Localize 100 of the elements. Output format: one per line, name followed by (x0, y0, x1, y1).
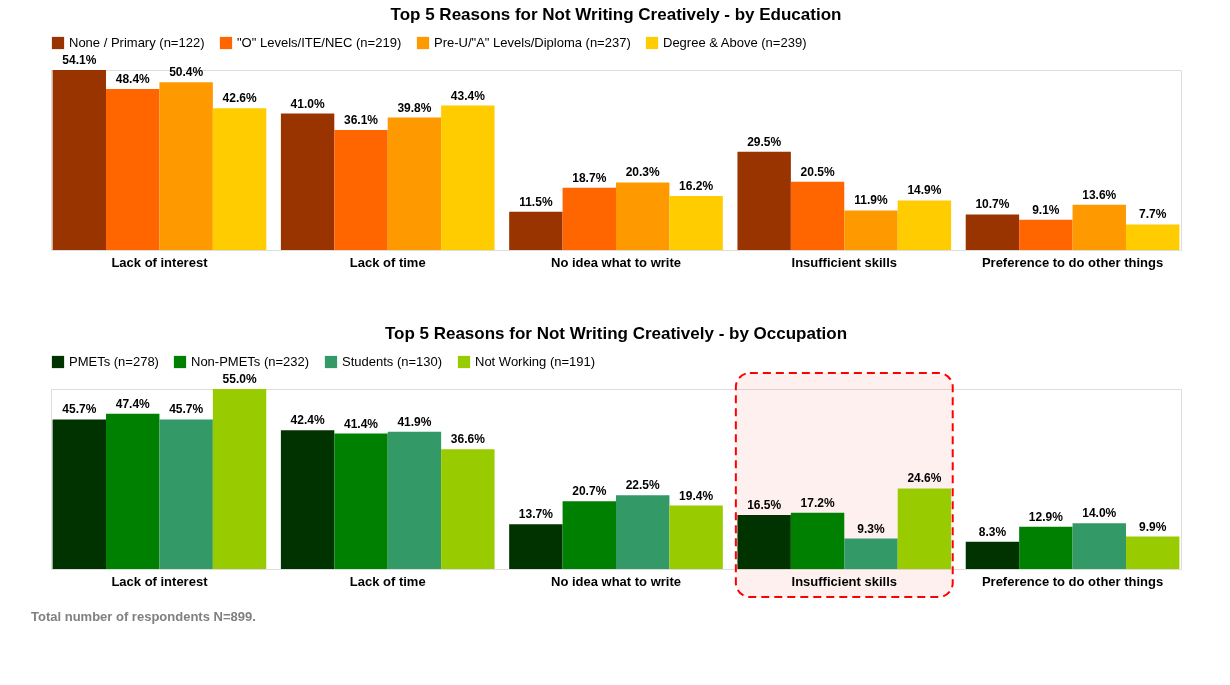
bar (441, 449, 495, 569)
bar (897, 488, 952, 569)
x-tick-label: Preference to do other things (981, 254, 1164, 270)
bar (52, 419, 107, 569)
x-tick-label: Lack of interest (111, 254, 209, 270)
bar (441, 105, 495, 250)
data-label: 24.6% (907, 471, 942, 486)
bar (965, 541, 1020, 569)
data-label: 39.8% (397, 100, 432, 115)
bar (790, 181, 845, 250)
bar (106, 88, 160, 250)
x-tick-label: Insufficient skills (791, 254, 898, 270)
data-label: 18.7% (572, 170, 607, 185)
data-label: 13.7% (518, 507, 554, 522)
bar (334, 433, 388, 569)
bar (509, 211, 563, 250)
bar (159, 419, 213, 569)
data-label: 36.1% (343, 112, 379, 127)
x-tick-label: No idea what to write (550, 573, 682, 589)
data-label: 16.2% (679, 179, 714, 194)
data-label: 11.9% (854, 193, 888, 208)
bar (212, 108, 267, 250)
bar (669, 505, 723, 569)
bar (387, 117, 442, 250)
bar (334, 129, 388, 250)
bar (669, 196, 723, 250)
chart-title: Top 5 Reasons for Not Writing Creatively - by Education (390, 5, 842, 24)
bar (616, 495, 670, 569)
legend-label: PMETs (n=278) (69, 354, 159, 369)
data-label: 41.0% (290, 96, 325, 111)
bar (106, 413, 160, 569)
bar (737, 151, 791, 250)
data-label: 9.3% (857, 521, 885, 536)
legend-label: Not Working (n=191) (475, 354, 596, 369)
legend-label: Pre-U/"A" Levels/Diploma (n=237) (434, 35, 631, 50)
data-label: 54.1% (62, 53, 97, 67)
data-label: 13.6% (1082, 187, 1117, 202)
bar (159, 82, 213, 250)
bar (897, 200, 952, 250)
legend-label: Degree & Above (n=239) (663, 35, 807, 50)
data-label: 20.7% (572, 484, 607, 499)
bar (790, 512, 845, 569)
legend-label: Non-PMETs (n=232) (191, 354, 310, 369)
x-tick-label: Insufficient skills (791, 573, 898, 589)
bar (1019, 219, 1073, 250)
data-label: 7.7% (1139, 207, 1167, 222)
data-label: 14.9% (907, 183, 942, 198)
x-tick-label: Lack of time (349, 254, 426, 270)
data-label: 42.6% (222, 91, 257, 106)
bar (212, 389, 267, 569)
bar (509, 524, 563, 569)
legend-label: Students (n=130) (342, 354, 443, 369)
data-label: 20.5% (800, 164, 835, 179)
data-label: 55.0% (222, 372, 257, 386)
data-label: 8.3% (978, 524, 1007, 539)
data-label: 43.4% (450, 88, 486, 103)
bar (52, 70, 107, 250)
data-label: 16.5% (747, 498, 782, 512)
bar (562, 501, 616, 569)
data-label: 50.4% (169, 65, 204, 80)
data-label: 9.9% (1139, 519, 1167, 534)
data-label: 22.5% (625, 478, 661, 493)
data-label: 20.3% (625, 165, 661, 180)
bar (844, 538, 898, 569)
data-label: 12.9% (1028, 509, 1064, 524)
x-tick-label: Preference to do other things (981, 573, 1164, 589)
bar (280, 113, 335, 250)
data-label: 9.1% (1032, 202, 1060, 217)
x-tick-label: Lack of time (349, 573, 426, 589)
text: Total number of respondents N=899. (31, 609, 256, 624)
x-tick-label: No idea what to write (550, 254, 682, 270)
data-label: 36.6% (450, 432, 486, 447)
bar (562, 187, 616, 250)
bar (387, 431, 442, 569)
bar (1072, 523, 1126, 569)
data-label: 19.4% (679, 488, 714, 503)
bar (1125, 224, 1180, 250)
bar (1125, 536, 1180, 569)
chart-title: Top 5 Reasons for Not Writing Creatively - by Occupation (384, 324, 848, 343)
legend-label: "O" Levels/ITE/NEC (n=219) (237, 35, 402, 50)
data-label: 29.5% (747, 134, 782, 149)
data-label: 45.7% (62, 402, 97, 417)
data-label: 11.5% (519, 194, 553, 209)
bar (844, 210, 898, 250)
data-label: 42.4% (290, 413, 325, 428)
data-label: 45.7% (169, 402, 204, 417)
bar (616, 182, 670, 250)
bar (965, 214, 1020, 250)
data-label: 10.7% (975, 197, 1010, 212)
bar (737, 515, 791, 569)
data-label: 41.4% (343, 416, 379, 431)
legend-label: None / Primary (n=122) (69, 35, 205, 50)
data-label: 41.9% (397, 414, 432, 429)
bar (1019, 526, 1073, 569)
data-label: 17.2% (800, 495, 835, 510)
bar (1072, 204, 1126, 250)
data-label: 14.0% (1082, 506, 1117, 521)
data-label: 48.4% (115, 71, 151, 86)
x-tick-label: Lack of interest (111, 573, 209, 589)
bar (280, 430, 335, 569)
